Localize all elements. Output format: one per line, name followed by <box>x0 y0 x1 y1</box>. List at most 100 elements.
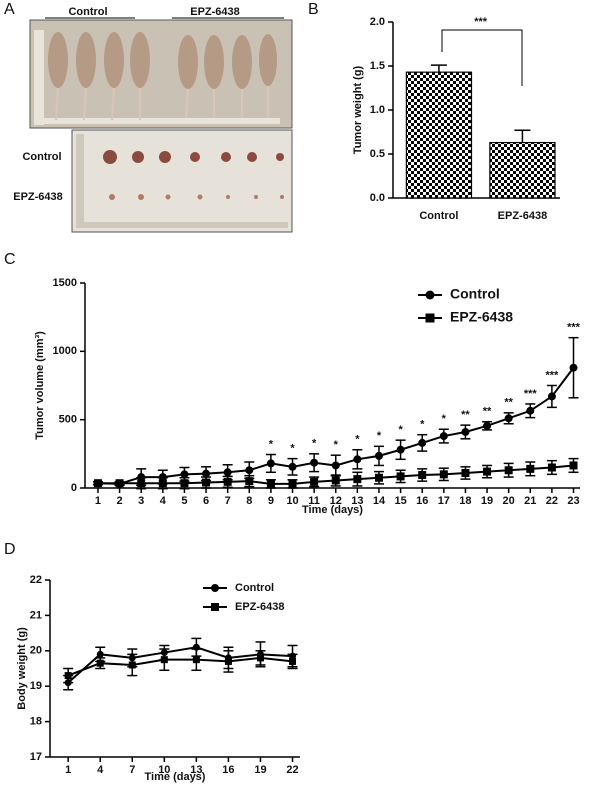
marker <box>439 432 448 441</box>
marker <box>526 406 535 415</box>
marker <box>115 479 124 488</box>
panel-letter: B <box>308 1 319 18</box>
marker <box>96 650 104 658</box>
x-axis-label: Time (days) <box>145 771 206 783</box>
y-tick-label: 2.0 <box>370 16 385 28</box>
legend-marker <box>211 603 219 611</box>
marker <box>223 468 232 477</box>
y-tick-label: 1000 <box>53 345 77 357</box>
photo-label: EPZ-6438 <box>190 6 240 18</box>
marker <box>202 478 211 487</box>
photo-label: Control <box>68 6 107 18</box>
y-tick-label: 500 <box>59 414 77 426</box>
annotation: *** <box>567 322 581 334</box>
marker <box>137 479 146 488</box>
y-tick-label: 0 <box>71 482 77 494</box>
x-tick-label: 16 <box>222 764 234 776</box>
annotation: * <box>355 434 360 446</box>
marker <box>439 470 448 479</box>
legend-label: EPZ-6438 <box>450 309 513 325</box>
x-tick-label: 4 <box>97 764 104 776</box>
panel-letter: D <box>4 541 16 558</box>
x-tick-label: 21 <box>524 495 536 507</box>
y-tick-label: 0.0 <box>370 192 385 204</box>
marker <box>569 363 578 372</box>
marker <box>245 477 254 486</box>
y-tick-label: 17 <box>30 751 42 763</box>
marker <box>223 477 232 486</box>
marker <box>461 468 470 477</box>
line <box>67 656 293 677</box>
marker <box>224 657 232 665</box>
marker <box>158 479 167 488</box>
annotation: ** <box>504 397 513 409</box>
x-tick-label: 2 <box>117 495 123 507</box>
x-tick-label: 9 <box>268 495 274 507</box>
marker <box>331 476 340 485</box>
x-tick-label: 1 <box>65 764 71 776</box>
x-tick-label: 10 <box>158 764 170 776</box>
x-tick-label: 1 <box>95 495 101 507</box>
annotation: * <box>442 413 447 425</box>
marker <box>374 473 383 482</box>
x-tick-label: EPZ-6438 <box>498 210 548 222</box>
x-tick-label: 22 <box>286 764 298 776</box>
marker <box>192 656 200 664</box>
marker <box>396 445 405 454</box>
marker <box>310 458 319 467</box>
annotation: * <box>269 438 274 450</box>
marker <box>256 654 264 662</box>
y-tick-label: 19 <box>30 680 42 692</box>
x-tick-label: 8 <box>246 495 252 507</box>
marker <box>64 672 72 680</box>
x-tick-label: 16 <box>416 495 428 507</box>
x-tick-label: 13 <box>190 764 202 776</box>
annotation: *** <box>545 369 559 381</box>
marker <box>504 414 513 423</box>
marker <box>331 461 340 470</box>
marker <box>374 451 383 460</box>
legend-marker <box>211 584 219 592</box>
marker <box>569 461 578 470</box>
x-tick-label: 7 <box>129 764 135 776</box>
marker <box>353 475 362 484</box>
marker <box>504 466 513 475</box>
marker <box>180 479 189 488</box>
x-tick-label: 20 <box>503 495 515 507</box>
x-axis-label: Time (days) <box>302 504 363 516</box>
x-tick-label: 7 <box>225 495 231 507</box>
marker <box>310 477 319 486</box>
marker <box>396 472 405 481</box>
significance-bracket <box>441 29 523 86</box>
photo-mice <box>29 17 293 129</box>
annotation: *** <box>474 16 488 28</box>
marker <box>202 469 211 478</box>
marker <box>96 659 104 667</box>
x-tick-label: 19 <box>254 764 266 776</box>
y-tick-label: 0.5 <box>370 148 385 160</box>
marker <box>547 463 556 472</box>
bar <box>405 71 473 199</box>
x-tick-label: 22 <box>546 495 558 507</box>
annotation: * <box>290 443 295 455</box>
y-tick-label: 1.5 <box>370 60 385 72</box>
marker <box>353 455 362 464</box>
annotation: * <box>420 419 425 431</box>
y-tick-label: 18 <box>30 716 42 728</box>
annotation: * <box>312 438 317 450</box>
marker <box>266 459 275 468</box>
bar <box>489 141 556 199</box>
x-tick-label: Control <box>419 210 458 222</box>
marker <box>245 466 254 475</box>
y-tick-label: 1.0 <box>370 104 385 116</box>
marker <box>418 438 427 447</box>
marker <box>128 661 136 669</box>
x-tick-label: 19 <box>481 495 493 507</box>
x-tick-label: 23 <box>567 495 579 507</box>
annotation: * <box>398 424 403 436</box>
legend-label: Control <box>235 582 274 594</box>
legend-marker <box>425 313 435 323</box>
x-tick-label: 6 <box>203 495 209 507</box>
x-tick-label: 14 <box>373 495 386 507</box>
